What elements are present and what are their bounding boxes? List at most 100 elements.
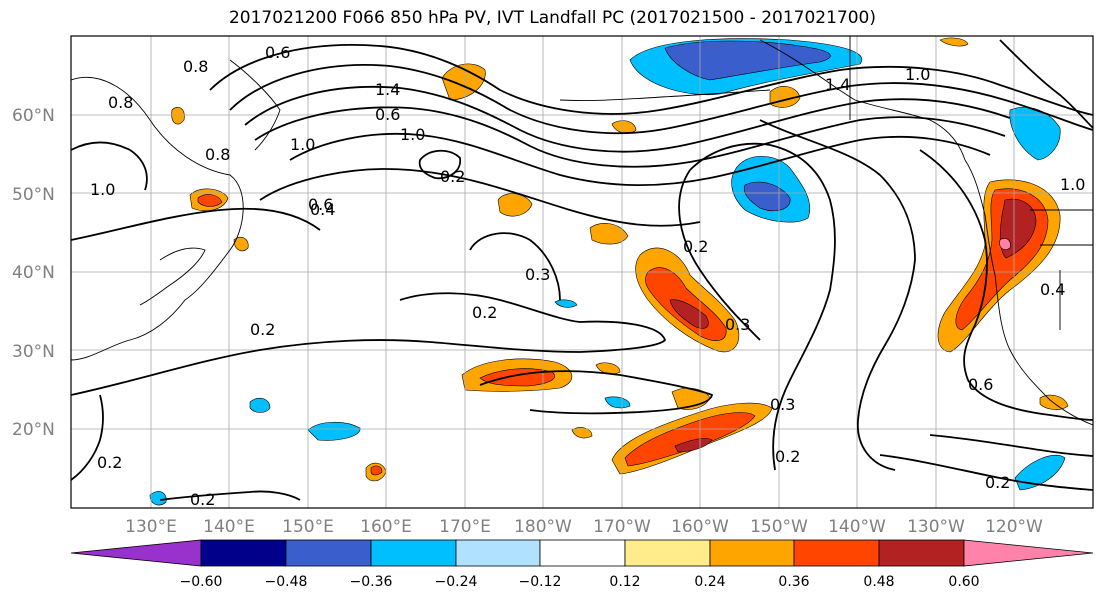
pv-contour-21 — [71, 141, 148, 191]
lat-label: 40°N — [12, 263, 55, 283]
shade-pos-st2-core — [674, 438, 713, 453]
pv-contour-9 — [399, 292, 581, 323]
shade-pos-nw7 — [233, 236, 249, 252]
contour-label: 0.2 — [440, 167, 465, 186]
shade-pos-nw8 — [171, 107, 185, 125]
pv-contour-18 — [159, 490, 301, 501]
colorbar-segment — [709, 539, 795, 567]
pv-contour-3 — [244, 85, 1011, 153]
coast-alaska — [759, 39, 966, 161]
contour-label: 0.6 — [265, 43, 290, 62]
contour-label: 0.8 — [205, 145, 230, 164]
coast-kamchatka — [229, 59, 281, 151]
colorbar-tick: −0.12 — [519, 574, 562, 590]
colorbar-segment — [200, 539, 287, 567]
lon-label: 150°E — [282, 517, 334, 537]
pv-contour-6 — [259, 168, 701, 227]
contour-label: 0.2 — [683, 237, 708, 256]
colorbar-segment — [455, 539, 541, 567]
contour-label: 0.3 — [770, 395, 795, 414]
contour-label: 0.2 — [250, 320, 275, 339]
shade-pos-st4 — [571, 427, 593, 439]
shade-pos-nw1-mid — [197, 194, 223, 207]
colorbar-tick: 0.36 — [778, 574, 809, 590]
chart-title: 2017021200 F066 850 hPa PV, IVT Landfall… — [228, 8, 876, 28]
colorbar-tick: 0.24 — [694, 574, 725, 590]
pv-contour-4 — [254, 106, 1006, 168]
contour-label: 1.0 — [400, 125, 425, 144]
shade-neg-s6 — [554, 299, 578, 308]
pv-contour-16 — [879, 454, 1093, 491]
contour-labels: 0.8 0.8 0.6 1.0 0.8 0.6 1.4 1.0 1.0 0.6 … — [90, 43, 1085, 509]
lon-label: 120°W — [985, 517, 1043, 537]
lon-label: 160°E — [360, 517, 412, 537]
colorbar-tick: −0.60 — [180, 574, 223, 590]
pv-contour-5 — [289, 132, 991, 187]
pv-contour-17 — [929, 434, 1093, 457]
colorbar-segment — [539, 539, 626, 567]
shade-pos-s3 — [939, 37, 969, 47]
pv-contour-22 — [418, 149, 462, 180]
shade-neg-s1 — [307, 421, 361, 441]
pv-contour-12 — [689, 142, 836, 471]
shade-pos-s1-core — [370, 465, 383, 476]
pv-contour-10 — [469, 232, 561, 301]
pv-contour-15 — [919, 149, 1093, 421]
lat-label: 50°N — [12, 185, 55, 205]
colorbar-tick: 0.12 — [609, 574, 640, 590]
contour-label: 0.8 — [183, 57, 208, 76]
shade-neg-goa-core — [743, 181, 791, 211]
contour-label: 0.3 — [525, 265, 550, 284]
colorbar — [70, 539, 1094, 567]
coast-japan — [139, 247, 206, 306]
coast-asia — [71, 76, 244, 361]
contour-label: 0.4 — [1040, 280, 1065, 299]
shade-pos-cp1-core — [669, 299, 709, 329]
pv-contours — [71, 39, 1093, 501]
colorbar-tick: −0.36 — [350, 574, 393, 590]
shade-neg-s2 — [249, 397, 271, 413]
pv-contour-7 — [71, 207, 321, 241]
shade-neg-s3 — [1014, 454, 1066, 491]
colorbar-extend-high — [963, 539, 1094, 567]
lon-label: 170°E — [439, 517, 491, 537]
contour-label: 0.2 — [775, 447, 800, 466]
lon-axis: 130°E 140°E 150°E 160°E 170°E 180°W 170°… — [125, 517, 1043, 537]
lon-label: 140°E — [203, 517, 255, 537]
shade-neg-bering-core — [664, 40, 831, 81]
shade-pos-s2 — [1039, 394, 1069, 410]
shade-pos-nw4 — [589, 223, 629, 245]
colorbar-tick: −0.24 — [435, 574, 478, 590]
colorbar-tick: −0.48 — [265, 574, 308, 590]
colorbar-extend-low — [70, 539, 202, 567]
lat-label: 60°N — [12, 106, 55, 126]
colorbar-segment — [793, 539, 880, 567]
lon-label: 150°W — [750, 517, 808, 537]
contour-label: 0.2 — [190, 490, 215, 509]
shade-neg-ne — [1009, 106, 1061, 161]
shade-pos-st5 — [595, 362, 621, 375]
colorbar-ticks: −0.60 −0.48 −0.36 −0.24 −0.12 0.12 0.24 … — [180, 574, 980, 590]
pv-contour-19 — [71, 394, 104, 481]
lon-label: 130°E — [125, 517, 177, 537]
lon-label: 140°W — [828, 517, 886, 537]
contour-label: 1.4 — [825, 75, 850, 94]
contour-label: 1.0 — [905, 65, 930, 84]
contour-label: 0.6 — [375, 105, 400, 124]
pv-contour-1 — [209, 44, 1093, 116]
contour-label: 1.0 — [1060, 175, 1085, 194]
colorbar-tick: 0.60 — [948, 574, 979, 590]
shade-neg-s4 — [149, 491, 167, 506]
contour-label: 0.2 — [97, 453, 122, 472]
lon-label: 180°W — [514, 517, 572, 537]
colorbar-segment — [285, 539, 372, 567]
coastlines — [71, 36, 1093, 426]
coast-uswest — [994, 274, 1093, 426]
contour-label: 1.4 — [375, 80, 400, 99]
lat-label: 30°N — [12, 342, 55, 362]
contour-label: 0.2 — [472, 303, 497, 322]
shade-pos-nw6 — [611, 120, 637, 134]
contour-label: 0.3 — [725, 315, 750, 334]
shade-neg-s5 — [604, 396, 631, 409]
